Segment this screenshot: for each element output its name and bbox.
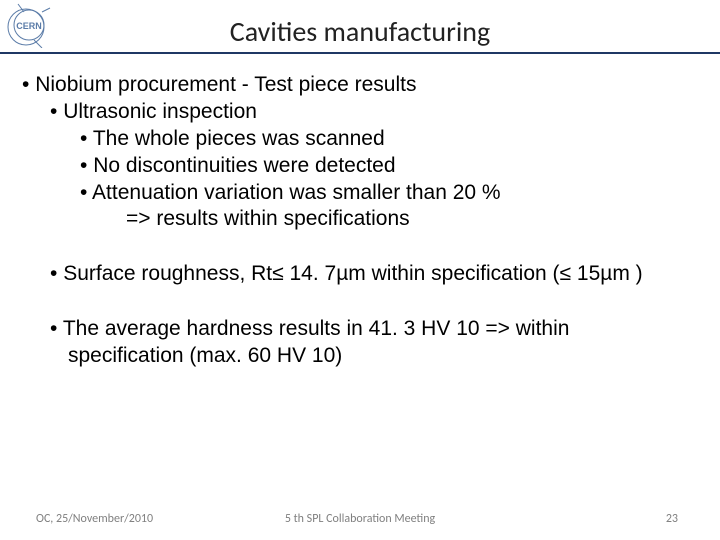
bullet-l1-a: Ultrasonic inspection (50, 99, 698, 126)
bullet-l2-c-cont: => results within specifications (22, 206, 698, 233)
cern-logo: CERN (6, 2, 52, 48)
slide-content: Niobium procurement - Test piece results… (0, 54, 720, 370)
bullet-l1-c-1: The average hardness results in 41. 3 HV… (50, 316, 698, 343)
bullet-l0: Niobium procurement - Test piece results (22, 72, 698, 99)
slide-title: Cavities manufacturing (0, 0, 720, 49)
svg-text:CERN: CERN (16, 21, 42, 31)
footer-page-number: 23 (666, 512, 678, 526)
footer-center: 5 th SPL Collaboration Meeting (0, 512, 720, 526)
bullet-l1-c-2: specification (max. 60 HV 10) (22, 343, 698, 370)
bullet-l2-a: The whole pieces was scanned (80, 126, 698, 153)
bullet-l2-b: No discontinuities were detected (80, 153, 698, 180)
bullet-l2-c: Attenuation variation was smaller than 2… (80, 180, 698, 207)
bullet-l1-b: Surface roughness, Rt≤ 14. 7µm within sp… (50, 261, 698, 288)
slide-header: CERN Cavities manufacturing (0, 0, 720, 54)
